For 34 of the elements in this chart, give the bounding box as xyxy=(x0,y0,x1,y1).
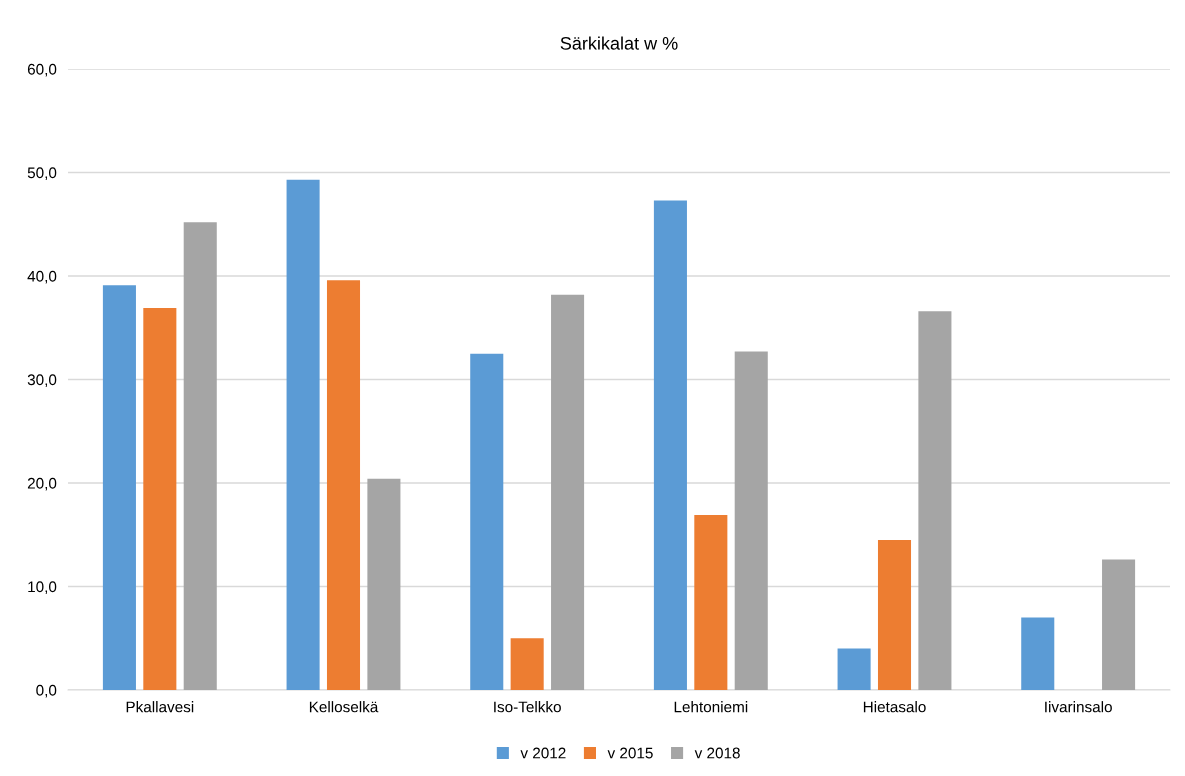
y-tick-label: 10,0 xyxy=(28,581,57,594)
x-tick-label: Hietasalo xyxy=(863,701,926,713)
y-tick-label: 60,0 xyxy=(27,63,57,77)
bar xyxy=(470,353,504,690)
y-tick-label: 40,0 xyxy=(27,270,57,284)
chart-title: Särkikalat w % xyxy=(560,36,678,50)
bar xyxy=(551,294,585,690)
bar xyxy=(734,351,768,690)
bar xyxy=(286,179,320,690)
bar xyxy=(694,515,728,690)
y-tick-label: 20,0 xyxy=(27,477,57,491)
y-tick-label: 0,0 xyxy=(36,684,57,698)
bar xyxy=(877,539,912,690)
bar xyxy=(1102,559,1136,690)
bar xyxy=(918,311,952,690)
legend-label: v 2018 xyxy=(694,747,740,759)
bar xyxy=(367,478,401,690)
bar xyxy=(102,285,136,690)
legend-label: v 2015 xyxy=(607,747,653,759)
x-tick-label: Iso-Telkko xyxy=(494,701,561,713)
x-tick-label: Iivarinsalo xyxy=(1045,701,1112,713)
bar xyxy=(183,222,217,690)
bar xyxy=(837,648,871,690)
x-tick-label: Lehtoniemi xyxy=(674,701,748,713)
x-tick-label: Pkallavesi xyxy=(126,701,194,713)
bar xyxy=(143,308,177,690)
y-tick-label: 50,0 xyxy=(27,167,57,180)
x-tick-label: Kelloselkä xyxy=(309,701,379,713)
y-tick-label: 30,0 xyxy=(27,374,57,387)
bar xyxy=(510,638,544,690)
legend-label: v 2012 xyxy=(520,747,566,759)
bar xyxy=(1021,617,1055,690)
bar xyxy=(326,280,361,690)
bar xyxy=(653,200,687,690)
